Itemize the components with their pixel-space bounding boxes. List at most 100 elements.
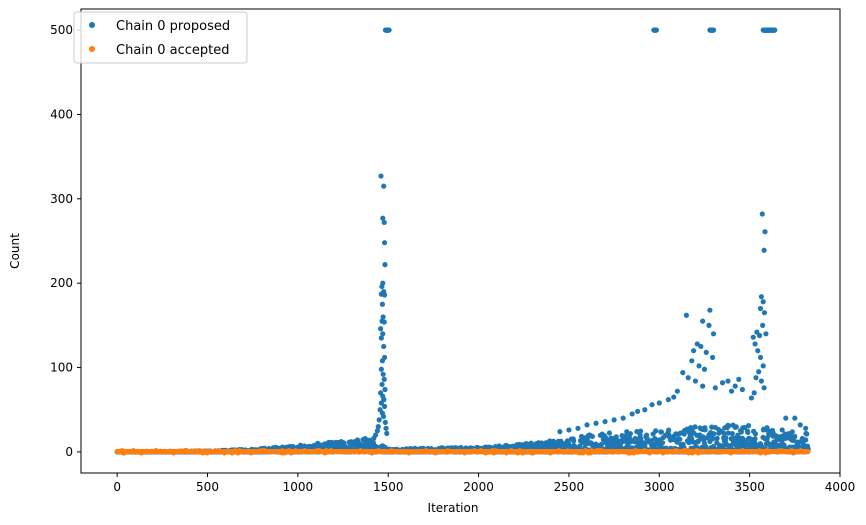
proposed-point bbox=[627, 431, 633, 437]
x-tick-label: 1000 bbox=[283, 480, 314, 494]
proposed-point-saturated bbox=[772, 27, 778, 33]
proposed-point bbox=[598, 441, 605, 447]
proposed-point bbox=[376, 417, 382, 423]
proposed-point bbox=[381, 183, 387, 189]
proposed-point bbox=[758, 378, 764, 384]
proposed-point bbox=[792, 415, 798, 421]
proposed-point bbox=[745, 429, 751, 436]
proposed-point bbox=[371, 435, 377, 442]
y-tick-label: 100 bbox=[50, 361, 73, 375]
proposed-point bbox=[752, 341, 758, 347]
proposed-point bbox=[748, 395, 755, 401]
proposed-point bbox=[378, 400, 384, 406]
proposed-point bbox=[732, 383, 738, 389]
proposed-point bbox=[726, 423, 732, 429]
proposed-point bbox=[763, 331, 769, 337]
proposed-point bbox=[700, 318, 706, 324]
proposed-point bbox=[748, 436, 754, 442]
proposed-point bbox=[653, 428, 659, 434]
x-axis-label: Iteration bbox=[428, 501, 479, 515]
proposed-point bbox=[380, 215, 386, 221]
proposed-point bbox=[382, 419, 388, 425]
x-axis-ticks: 0 500 1000 1500 2000 2500 3000 3500 4000 bbox=[113, 473, 855, 494]
proposed-point bbox=[379, 381, 385, 388]
proposed-point bbox=[637, 428, 644, 434]
proposed-point bbox=[566, 427, 572, 433]
proposed-point bbox=[381, 376, 387, 382]
proposed-point bbox=[379, 358, 386, 364]
proposed-point bbox=[378, 335, 384, 341]
proposed-point bbox=[680, 370, 686, 376]
proposed-point bbox=[659, 440, 666, 446]
proposed-point bbox=[382, 262, 388, 268]
axes-frame bbox=[80, 8, 841, 474]
proposed-point bbox=[635, 408, 641, 415]
proposed-point bbox=[745, 423, 752, 429]
proposed-point bbox=[706, 322, 712, 328]
proposed-point bbox=[674, 388, 680, 394]
proposed-point bbox=[760, 322, 766, 328]
proposed-point bbox=[375, 424, 381, 430]
x-tick-label: 0 bbox=[113, 480, 121, 494]
x-tick-label: 1500 bbox=[373, 480, 404, 494]
legend-label-proposed: Chain 0 proposed bbox=[116, 19, 230, 34]
proposed-point bbox=[752, 431, 759, 437]
y-tick-label: 400 bbox=[50, 107, 73, 121]
proposed-point bbox=[606, 430, 613, 436]
plot-points bbox=[114, 27, 811, 456]
proposed-point bbox=[736, 376, 742, 382]
proposed-point bbox=[762, 229, 768, 235]
proposed-point bbox=[374, 428, 380, 434]
proposed-point bbox=[800, 441, 807, 448]
y-axis-label: Count bbox=[8, 233, 22, 269]
y-tick-label: 0 bbox=[65, 445, 73, 459]
proposed-point bbox=[380, 371, 386, 377]
proposed-point bbox=[379, 301, 386, 307]
proposed-point bbox=[692, 378, 699, 384]
proposed-point bbox=[754, 329, 760, 335]
proposed-point bbox=[756, 369, 762, 375]
proposed-point bbox=[557, 429, 563, 435]
proposed-point bbox=[700, 383, 706, 389]
x-tick-label: 3000 bbox=[644, 480, 675, 494]
x-tick-label: 2500 bbox=[554, 480, 585, 494]
proposed-point bbox=[571, 438, 577, 444]
proposed-point bbox=[758, 294, 764, 300]
proposed-point bbox=[620, 415, 626, 421]
legend: Chain 0 proposed Chain 0 accepted bbox=[73, 11, 248, 64]
proposed-point bbox=[584, 422, 590, 428]
proposed-point bbox=[725, 430, 731, 436]
proposed-point bbox=[575, 425, 581, 431]
proposed-point bbox=[803, 425, 809, 431]
proposed-point bbox=[752, 436, 758, 442]
proposed-point bbox=[710, 354, 716, 361]
proposed-point bbox=[380, 314, 386, 320]
proposed-point bbox=[685, 375, 691, 381]
legend-marker-accepted bbox=[89, 46, 95, 52]
proposed-point bbox=[803, 437, 809, 443]
proposed-point bbox=[644, 432, 650, 438]
proposed-point bbox=[757, 305, 764, 312]
legend-marker-proposed bbox=[89, 22, 95, 28]
proposed-point bbox=[719, 380, 726, 386]
proposed-point bbox=[379, 283, 385, 290]
proposed-point bbox=[804, 431, 810, 437]
proposed-point bbox=[380, 331, 386, 337]
proposed-point bbox=[384, 430, 390, 436]
legend-label-accepted: Chain 0 accepted bbox=[116, 43, 230, 58]
proposed-point bbox=[755, 348, 761, 354]
proposed-point bbox=[689, 358, 695, 364]
proposed-point bbox=[703, 349, 709, 355]
x-tick-label: 2000 bbox=[463, 480, 494, 494]
proposed-point bbox=[757, 354, 764, 361]
proposed-point bbox=[602, 418, 608, 425]
proposed-point-saturated bbox=[386, 27, 392, 33]
proposed-point bbox=[710, 331, 717, 337]
proposed-point bbox=[539, 440, 545, 446]
proposed-point bbox=[649, 402, 655, 408]
proposed-point bbox=[729, 430, 735, 437]
proposed-point bbox=[692, 424, 698, 430]
axes-spine bbox=[80, 8, 841, 474]
y-tick-label: 300 bbox=[50, 192, 73, 206]
